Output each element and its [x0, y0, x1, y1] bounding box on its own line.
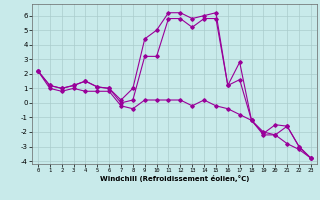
X-axis label: Windchill (Refroidissement éolien,°C): Windchill (Refroidissement éolien,°C) — [100, 175, 249, 182]
